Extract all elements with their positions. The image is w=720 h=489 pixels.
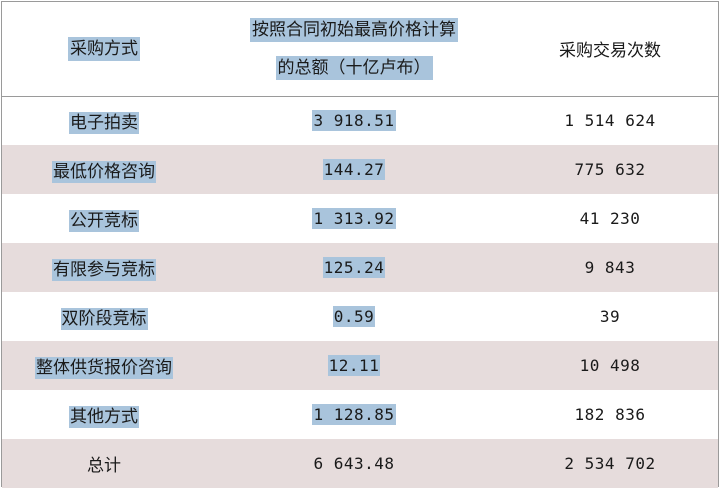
header-procurement-method-label: 采购方式	[68, 36, 140, 61]
header-total-amount-line2: 的总额（十亿卢布）	[275, 55, 433, 80]
amount-value: 125.24	[322, 256, 386, 278]
count-value: 775 632	[574, 159, 646, 179]
total-count-value: 2 534 702	[564, 453, 656, 473]
method-cell: 公开竞标	[2, 194, 206, 243]
amount-value: 12.11	[327, 354, 381, 376]
count-cell: 775 632	[502, 145, 718, 194]
count-value: 41 230	[579, 208, 641, 228]
count-cell: 1 514 624	[502, 96, 718, 145]
count-value: 1 514 624	[564, 110, 656, 130]
method-label: 双阶段竞标	[60, 308, 148, 330]
count-value: 10 498	[579, 355, 641, 375]
amount-value: 144.27	[322, 158, 386, 180]
header-total-amount-line1: 按照合同初始最高价格计算	[250, 17, 458, 42]
method-label: 公开竞标	[69, 210, 139, 232]
table-row: 整体供货报价咨询 12.11 10 498	[2, 341, 718, 390]
amount-value: 1 128.85	[312, 403, 396, 425]
total-amount-value: 6 643.48	[313, 453, 395, 473]
total-row: 总计 6 643.48 2 534 702	[2, 439, 718, 488]
count-cell: 39	[502, 292, 718, 341]
table-row: 最低价格咨询 144.27 775 632	[2, 145, 718, 194]
method-label: 其他方式	[69, 406, 139, 428]
amount-cell: 12.11	[206, 341, 502, 390]
header-total-amount: 按照合同初始最高价格计算 的总额（十亿卢布）	[206, 2, 502, 97]
amount-cell: 1 313.92	[206, 194, 502, 243]
header-transaction-count-label: 采购交易次数	[559, 41, 661, 62]
amount-value: 3 918.51	[312, 109, 396, 131]
method-cell: 有限参与竞标	[2, 243, 206, 292]
count-value: 9 843	[584, 257, 636, 277]
amount-value: 0.59	[332, 305, 376, 327]
amount-cell: 125.24	[206, 243, 502, 292]
method-cell: 双阶段竞标	[2, 292, 206, 341]
header-procurement-method: 采购方式	[2, 2, 206, 97]
table-row: 公开竞标 1 313.92 41 230	[2, 194, 718, 243]
table-header-row: 采购方式 按照合同初始最高价格计算 的总额（十亿卢布） 采购交易次数	[2, 2, 718, 97]
count-value: 182 836	[574, 404, 646, 424]
count-cell: 10 498	[502, 341, 718, 390]
amount-cell: 1 128.85	[206, 390, 502, 439]
amount-cell: 144.27	[206, 145, 502, 194]
count-cell: 41 230	[502, 194, 718, 243]
amount-cell: 3 918.51	[206, 96, 502, 145]
method-cell: 电子拍卖	[2, 96, 206, 145]
count-cell: 182 836	[502, 390, 718, 439]
total-label-cell: 总计	[2, 439, 206, 488]
table-row: 电子拍卖 3 918.51 1 514 624	[2, 96, 718, 145]
total-amount-cell: 6 643.48	[206, 439, 502, 488]
method-label: 整体供货报价咨询	[35, 357, 173, 379]
method-cell: 最低价格咨询	[2, 145, 206, 194]
table-row: 有限参与竞标 125.24 9 843	[2, 243, 718, 292]
amount-cell: 0.59	[206, 292, 502, 341]
count-value: 39	[599, 306, 621, 326]
method-label: 电子拍卖	[69, 112, 139, 135]
table-row: 其他方式 1 128.85 182 836	[2, 390, 718, 439]
method-cell: 整体供货报价咨询	[2, 341, 206, 390]
count-cell: 9 843	[502, 243, 718, 292]
amount-value: 1 313.92	[312, 207, 396, 229]
method-label: 最低价格咨询	[52, 161, 156, 183]
method-cell: 其他方式	[2, 390, 206, 439]
total-label: 总计	[87, 456, 121, 476]
total-count-cell: 2 534 702	[502, 439, 718, 488]
method-label: 有限参与竞标	[52, 259, 156, 281]
table-row: 双阶段竞标 0.59 39	[2, 292, 718, 341]
header-transaction-count: 采购交易次数	[502, 2, 718, 97]
